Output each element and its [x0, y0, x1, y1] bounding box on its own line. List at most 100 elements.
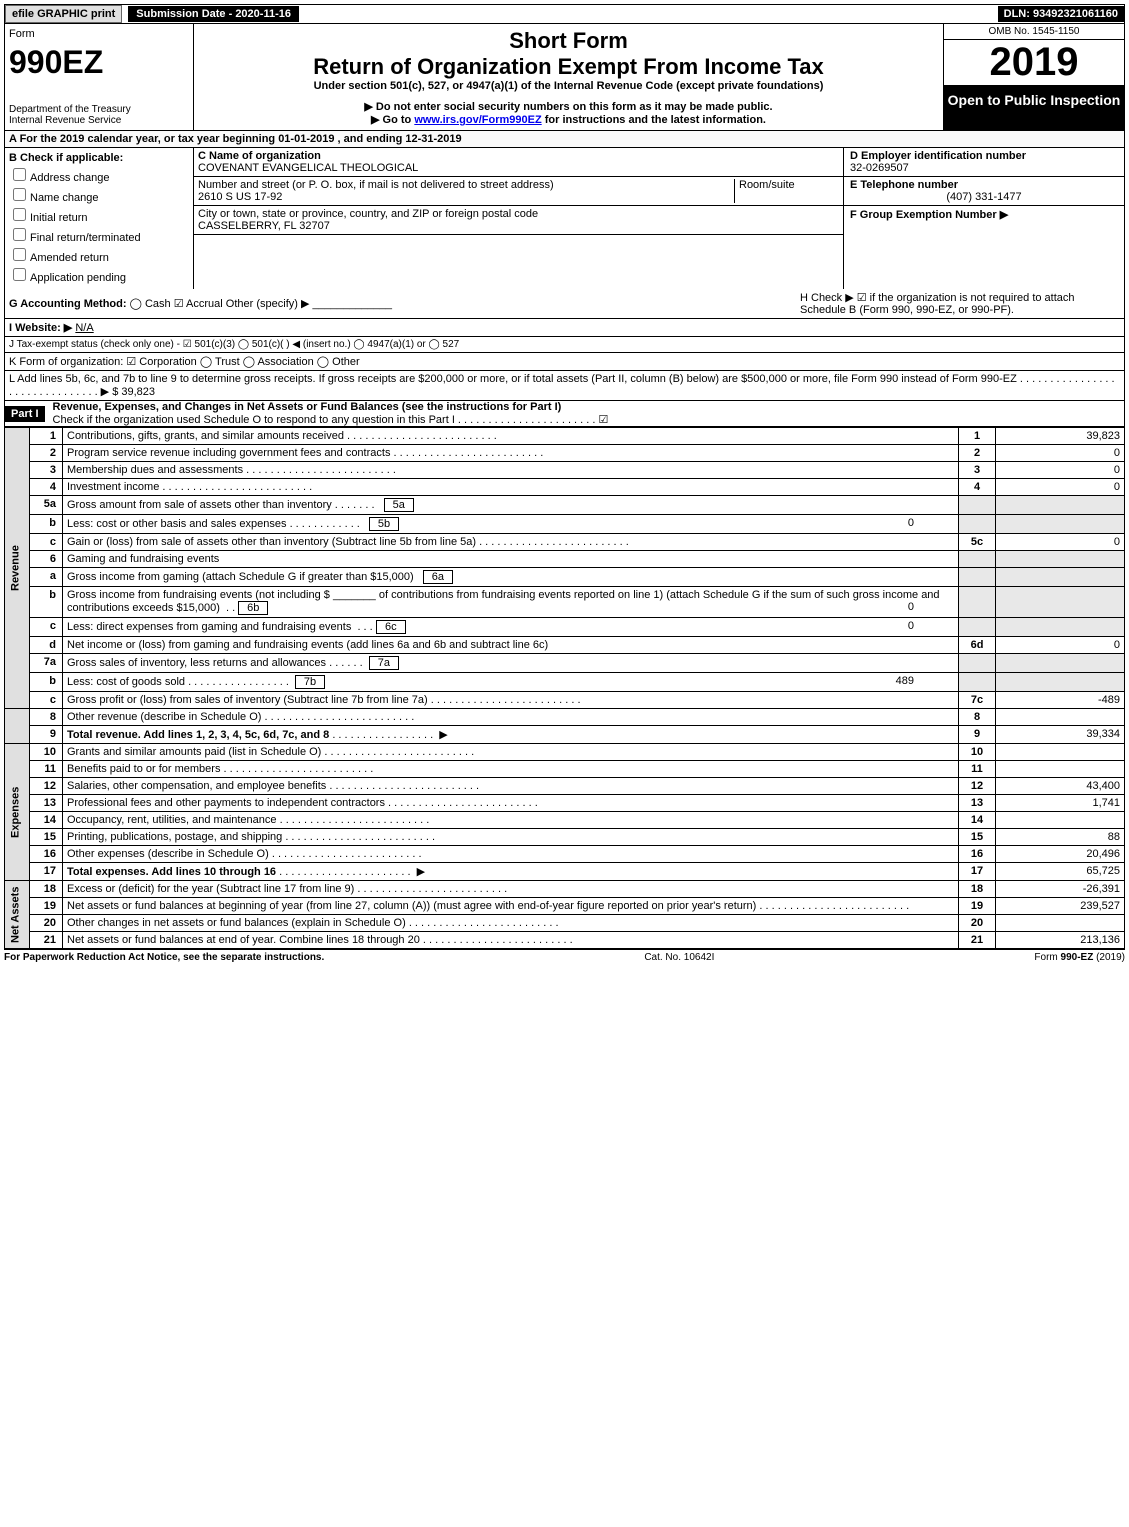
check-address-change[interactable]: Address change: [9, 165, 189, 184]
omb-number: OMB No. 1545-1150: [944, 24, 1124, 40]
line-10-amount: [996, 744, 1125, 761]
line-8-text: Other revenue (describe in Schedule O): [67, 711, 414, 723]
street-label: Number and street (or P. O. box, if mail…: [198, 179, 730, 191]
line-16-text: Other expenses (describe in Schedule O): [67, 848, 422, 860]
line-6b-text1: Gross income from fundraising events (no…: [67, 589, 333, 601]
line-18-amount: -26,391: [996, 881, 1125, 898]
line-8-amount: [996, 709, 1125, 726]
line-19-amount: 239,527: [996, 898, 1125, 915]
line-7b-val: 489: [896, 675, 914, 687]
website-value: N/A: [75, 322, 93, 334]
check-amended-return[interactable]: Amended return: [9, 245, 189, 264]
footer-left: For Paperwork Reduction Act Notice, see …: [4, 952, 324, 963]
line-2-amount: 0: [996, 445, 1125, 462]
line-19-text: Net assets or fund balances at beginning…: [67, 900, 909, 912]
line-1-text: Contributions, gifts, grants, and simila…: [67, 430, 497, 442]
line-21-text: Net assets or fund balances at end of ye…: [67, 934, 573, 946]
line-10-text: Grants and similar amounts paid (list in…: [67, 746, 474, 758]
efile-print-button[interactable]: efile GRAPHIC print: [5, 5, 122, 23]
section-b: B Check if applicable: Address change Na…: [5, 148, 194, 289]
accounting-method: G Accounting Method: ◯ Cash ☑ Accrual Ot…: [9, 297, 392, 310]
line-6b-val: 0: [908, 601, 914, 613]
line-5b-text: Less: cost or other basis and sales expe…: [67, 518, 287, 530]
check-initial-return[interactable]: Initial return: [9, 205, 189, 224]
group-exemption-label: F Group Exemption Number ▶: [850, 208, 1118, 221]
line-12-amount: 43,400: [996, 778, 1125, 795]
ein-label: D Employer identification number: [850, 150, 1118, 162]
tax-period-row: A For the 2019 calendar year, or tax yea…: [4, 131, 1125, 148]
org-name: COVENANT EVANGELICAL THEOLOGICAL: [198, 162, 839, 174]
room-suite-label: Room/suite: [735, 179, 839, 203]
line-11-text: Benefits paid to or for members: [67, 763, 373, 775]
line-5a-text: Gross amount from sale of assets other t…: [67, 499, 332, 511]
part-i-title: Revenue, Expenses, and Changes in Net As…: [53, 401, 562, 413]
return-title: Return of Organization Exempt From Incom…: [198, 54, 939, 80]
line-9-amount: 39,334: [996, 726, 1125, 744]
short-form-title: Short Form: [198, 28, 939, 54]
line-20-text: Other changes in net assets or fund bala…: [67, 917, 559, 929]
line-7b-text: Less: cost of goods sold: [67, 676, 185, 688]
irs-link[interactable]: www.irs.gov/Form990EZ: [414, 114, 541, 126]
line-4-text: Investment income: [67, 481, 312, 493]
line-5c-text: Gain or (loss) from sale of assets other…: [67, 536, 629, 548]
line-6-text: Gaming and fundraising events: [63, 551, 959, 568]
line-14-text: Occupancy, rent, utilities, and maintena…: [67, 814, 429, 826]
part-i-label: Part I: [5, 406, 45, 422]
line-17-text: Total expenses. Add lines 10 through 16: [67, 866, 276, 878]
line-6d-text: Net income or (loss) from gaming and fun…: [63, 637, 959, 654]
line-4-amount: 0: [996, 479, 1125, 496]
line-18-text: Excess or (deficit) for the year (Subtra…: [67, 883, 507, 895]
form-word: Form: [9, 28, 189, 40]
row-form-of-org: K Form of organization: ☑ Corporation ◯ …: [4, 353, 1125, 371]
check-name-change[interactable]: Name change: [9, 185, 189, 204]
part-i-table: Revenue 1 Contributions, gifts, grants, …: [4, 427, 1125, 949]
line-5b-val: 0: [908, 517, 914, 529]
row-gh: G Accounting Method: ◯ Cash ☑ Accrual Ot…: [4, 289, 1125, 319]
line-7a-text: Gross sales of inventory, less returns a…: [67, 657, 326, 669]
line-12-text: Salaries, other compensation, and employ…: [67, 780, 479, 792]
check-final-return[interactable]: Final return/terminated: [9, 225, 189, 244]
line-13-text: Professional fees and other payments to …: [67, 797, 538, 809]
page-footer: For Paperwork Reduction Act Notice, see …: [4, 949, 1125, 963]
section-def: D Employer identification number 32-0269…: [843, 148, 1124, 289]
line-5c-amount: 0: [996, 534, 1125, 551]
line-14-amount: [996, 812, 1125, 829]
section-c: C Name of organization COVENANT EVANGELI…: [194, 148, 843, 289]
line-15-amount: 88: [996, 829, 1125, 846]
line-16-amount: 20,496: [996, 846, 1125, 863]
city-label: City or town, state or province, country…: [198, 208, 839, 220]
expenses-side-label: Expenses: [5, 744, 30, 881]
notice-ssn: ▶ Do not enter social security numbers o…: [198, 100, 939, 113]
line-9-text: Total revenue. Add lines 1, 2, 3, 4, 5c,…: [67, 729, 329, 741]
row-website: I Website: ▶ N/A: [4, 319, 1125, 337]
phone-label: E Telephone number: [850, 179, 1118, 191]
form-number: 990EZ: [9, 44, 189, 81]
dept-irs: Internal Revenue Service: [9, 115, 189, 126]
row-gross-receipts: L Add lines 5b, 6c, and 7b to line 9 to …: [4, 371, 1125, 401]
notice-goto-prefix: ▶ Go to: [371, 114, 414, 126]
line-13-amount: 1,741: [996, 795, 1125, 812]
dept-treasury: Department of the Treasury: [9, 104, 189, 115]
line-3-amount: 0: [996, 462, 1125, 479]
section-b-heading: B Check if applicable:: [9, 152, 189, 164]
footer-right: Form 990-EZ (2019): [1034, 952, 1125, 963]
line-15-text: Printing, publications, postage, and shi…: [67, 831, 435, 843]
org-info-grid: B Check if applicable: Address change Na…: [4, 148, 1125, 289]
line-11-amount: [996, 761, 1125, 778]
notice-goto: ▶ Go to www.irs.gov/Form990EZ for instru…: [198, 113, 939, 126]
line-6c-val: 0: [908, 620, 914, 632]
phone-value: (407) 331-1477: [850, 191, 1118, 203]
line-1-amount: 39,823: [996, 428, 1125, 445]
line-3-text: Membership dues and assessments: [67, 464, 396, 476]
footer-mid: Cat. No. 10642I: [644, 952, 714, 963]
notice-goto-suffix: for instructions and the latest informat…: [545, 114, 766, 126]
netassets-side-label: Net Assets: [5, 881, 30, 949]
submission-date-label: Submission Date - 2020-11-16: [128, 6, 299, 22]
street-value: 2610 S US 17-92: [198, 191, 730, 203]
line-2-text: Program service revenue including govern…: [67, 447, 543, 459]
line-1-no: 1: [30, 428, 63, 445]
check-application-pending[interactable]: Application pending: [9, 265, 189, 284]
line-20-amount: [996, 915, 1125, 932]
top-bar: efile GRAPHIC print Submission Date - 20…: [4, 4, 1125, 24]
part-i-check-text: Check if the organization used Schedule …: [53, 414, 609, 426]
